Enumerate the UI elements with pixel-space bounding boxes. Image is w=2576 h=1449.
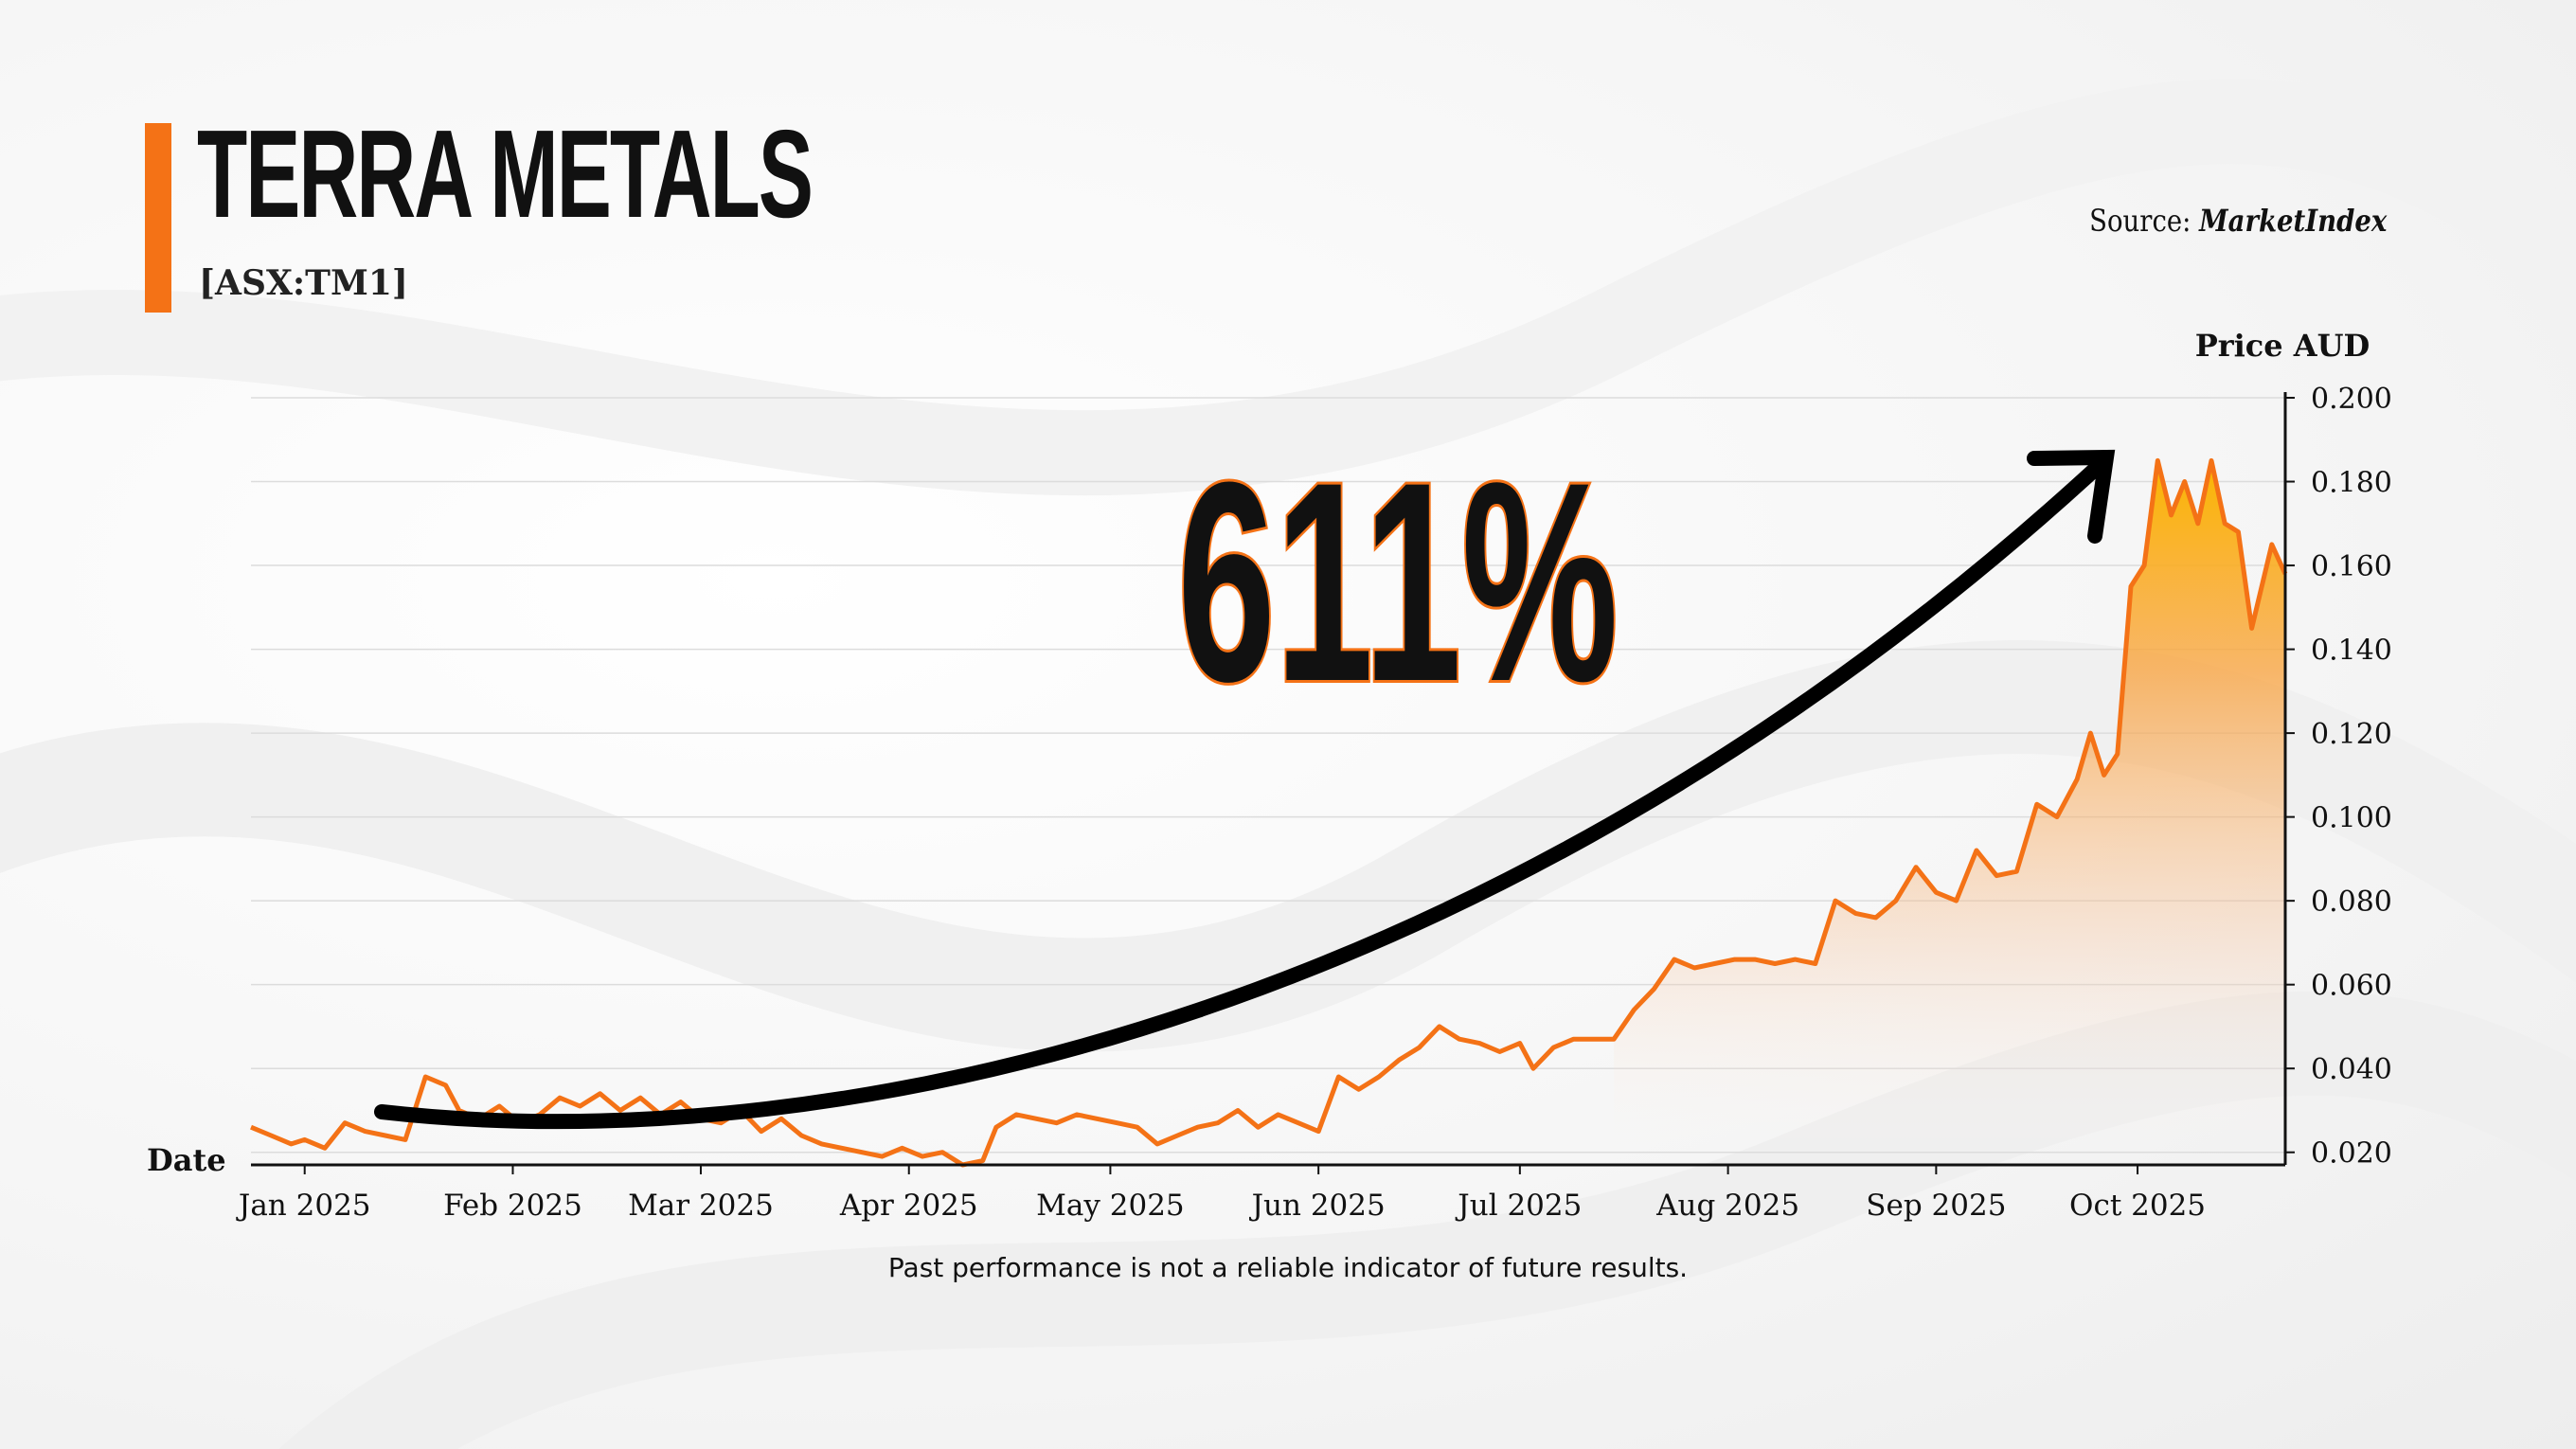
y-tick-label: 0.160 [2311, 550, 2392, 583]
growth-arrow-head [2027, 449, 2116, 544]
y-tick-label: 0.060 [2311, 970, 2392, 1003]
y-tick-label: 0.120 [2311, 718, 2392, 751]
x-axis-label: Date [147, 1142, 226, 1178]
chart-axes [251, 392, 2287, 1167]
y-tick-label: 0.040 [2311, 1053, 2392, 1086]
accent-bar [145, 123, 171, 313]
growth-arrow [374, 456, 2108, 1130]
x-tick-label: Mar 2025 [628, 1189, 774, 1223]
growth-percentage: 611% [1177, 422, 1618, 740]
source-label: Source: [2088, 203, 2191, 239]
company-title: TERRA METALS [197, 104, 814, 243]
x-axis-ticks: Jan 2025 Feb 2025 Mar 2025 Apr 2025 May 2025… [236, 1165, 2206, 1223]
y-axis-label: Price AUD [2195, 328, 2370, 364]
y-tick-label: 0.100 [2311, 802, 2392, 835]
x-tick-label: Jul 2025 [1455, 1189, 1582, 1223]
x-tick-label: Sep 2025 [1866, 1189, 2006, 1223]
y-tick-label: 0.080 [2311, 886, 2392, 919]
price-area-fill [1614, 460, 2285, 1165]
y-tick-label: 0.200 [2311, 383, 2392, 416]
x-tick-label: Feb 2025 [443, 1189, 582, 1223]
x-tick-label: Apr 2025 [839, 1189, 978, 1223]
y-tick-label: 0.140 [2311, 635, 2392, 668]
y-tick-label: 0.180 [2311, 467, 2392, 500]
y-tick-label: 0.020 [2311, 1137, 2392, 1171]
x-tick-label: Oct 2025 [2069, 1189, 2206, 1223]
ticker-symbol: [ASX:TM1] [199, 263, 408, 303]
source-credit: Source: MarketIndex [2089, 203, 2387, 239]
x-tick-label: Aug 2025 [1655, 1189, 1799, 1223]
source-name: MarketIndex [2198, 203, 2387, 239]
disclaimer-text: Past performance is not a reliable indic… [887, 1252, 1689, 1283]
y-axis-ticks: 0.020 0.040 0.060 0.080 0.100 0.120 0.140 0.160… [2285, 383, 2392, 1171]
x-tick-label: Jun 2025 [1249, 1189, 1386, 1223]
x-tick-label: Jan 2025 [236, 1189, 371, 1223]
price-line [250, 457, 2288, 1168]
x-tick-label: May 2025 [1036, 1189, 1184, 1223]
